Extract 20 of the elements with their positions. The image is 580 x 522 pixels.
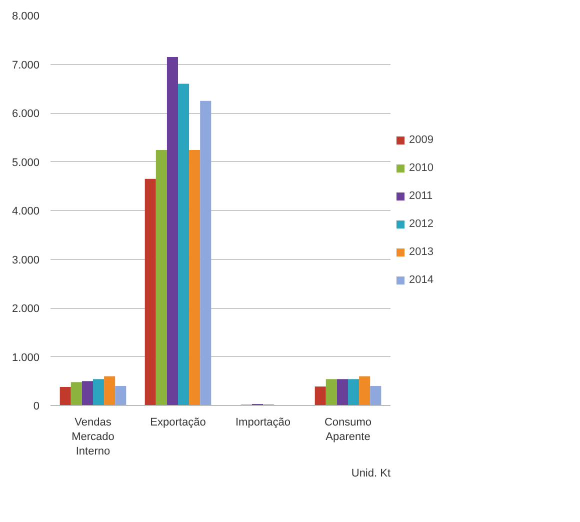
x-tick-label: Importação xyxy=(235,416,291,428)
legend-label: 2013 xyxy=(409,245,434,259)
legend-label: 2010 xyxy=(409,161,434,175)
y-tick-label: 8.000 xyxy=(12,10,40,22)
y-tick-label: 6.000 xyxy=(12,108,40,120)
legend-label: 2011 xyxy=(409,189,434,203)
x-tick-label: Vendas Mercado Interno xyxy=(72,416,114,458)
x-tick-label: Exportação xyxy=(150,416,206,428)
y-tick-label: 7.000 xyxy=(12,59,40,72)
legend-label: 2009 xyxy=(409,133,434,147)
y-tick-label: 5.000 xyxy=(12,156,40,169)
y-tick-label: 1.000 xyxy=(12,352,40,364)
y-tick-label: 3.000 xyxy=(12,254,40,266)
legend-label: 2014 xyxy=(409,273,434,287)
text: Unid. Kt xyxy=(351,468,391,480)
y-tick-label: 4.000 xyxy=(12,206,40,218)
y-tick-label: 0 xyxy=(33,400,40,412)
y-tick-label: 2.000 xyxy=(12,303,40,315)
x-tick-label: Consumo Aparente xyxy=(324,416,372,443)
legend-label: 2012 xyxy=(409,217,434,231)
